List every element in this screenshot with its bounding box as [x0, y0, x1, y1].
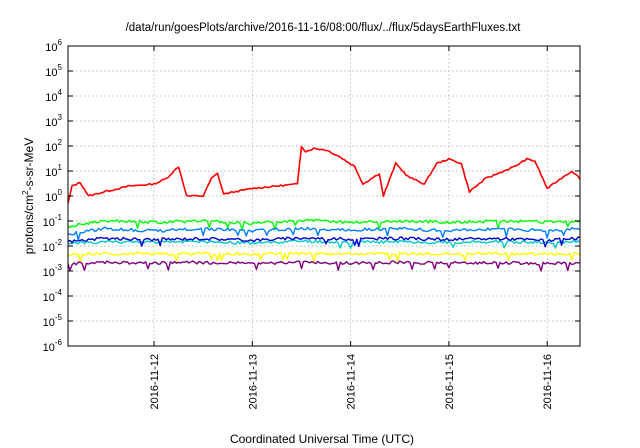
y-tick-base: 10 [45, 192, 57, 204]
y-tick-exponent: 6 [58, 38, 63, 47]
flux-series-line [67, 145, 581, 204]
y-tick-exponent: 0 [58, 188, 63, 197]
y-tick-base: 10 [43, 242, 55, 254]
flux-series-line [67, 226, 581, 241]
y-tick-base: 10 [45, 142, 57, 154]
flux-series-line [67, 236, 581, 248]
y-tick-label: 102 [45, 138, 62, 154]
y-tick-exponent: -4 [55, 288, 63, 297]
y-tick-base: 10 [45, 167, 57, 179]
y-tick-base: 10 [43, 317, 55, 329]
y-axis-label-rest: -s-sr-MeV [22, 138, 36, 191]
y-tick-base: 10 [43, 292, 55, 304]
y-tick-base: 10 [45, 117, 57, 129]
y-tick-base: 10 [45, 67, 57, 79]
y-tick-label: 10-4 [43, 288, 63, 304]
y-tick-base: 10 [43, 342, 55, 354]
y-tick-exponent: -3 [55, 263, 63, 272]
y-tick-label: 101 [45, 163, 62, 179]
x-axis-label: Coordinated Universal Time (UTC) [230, 432, 414, 446]
y-tick-base: 10 [43, 267, 55, 279]
x-tick-label: 2016-11-16 [542, 354, 554, 409]
chart-title: /data/run/goesPlots/archive/2016-11-16/0… [126, 22, 522, 34]
y-tick-base: 10 [45, 92, 57, 104]
x-tick-label: 2016-11-12 [149, 354, 161, 409]
y-tick-label: 10-6 [43, 338, 63, 354]
flux-series-line [67, 239, 581, 249]
y-axis-label: protons/cm2-s-sr-MeV [21, 138, 36, 254]
y-tick-label: 10-2 [43, 238, 63, 254]
x-axis: 2016-11-12 2016-11-13 2016-11-14 2016-11-15… [149, 46, 554, 409]
y-tick-exponent: -2 [55, 238, 63, 247]
x-tick-label: 2016-11-13 [247, 354, 259, 409]
x-tick-label: 2016-11-14 [346, 354, 358, 409]
y-tick-label: 105 [45, 63, 62, 79]
y-tick-exponent: 1 [58, 163, 63, 172]
y-axis: 10-610-510-410-310-210-11001011021031041… [43, 38, 580, 354]
x-tick-label: 2016-11-15 [444, 354, 456, 409]
y-tick-label: 100 [45, 188, 62, 204]
y-axis-label-main: protons/cm [22, 195, 36, 254]
y-axis-label-sup: 2 [21, 190, 30, 195]
y-tick-exponent: 5 [58, 63, 63, 72]
y-tick-base: 10 [45, 42, 57, 54]
y-tick-exponent: 4 [58, 88, 63, 97]
grid-layer [68, 46, 580, 346]
y-tick-exponent: 3 [58, 113, 63, 122]
y-tick-exponent: -1 [55, 213, 63, 222]
series-layer [67, 145, 581, 272]
y-tick-label: 10-5 [43, 313, 63, 329]
y-tick-label: 106 [45, 38, 62, 54]
y-tick-exponent: -5 [55, 313, 63, 322]
y-tick-label: 103 [45, 113, 62, 129]
y-tick-label: 104 [45, 88, 62, 104]
y-tick-exponent: 2 [58, 138, 63, 147]
y-tick-base: 10 [43, 217, 55, 229]
y-tick-label: 10-3 [43, 263, 63, 279]
flux-series-line [67, 218, 581, 231]
y-tick-label: 10-1 [43, 213, 63, 229]
flux-series-line [67, 260, 581, 272]
y-tick-exponent: -6 [55, 338, 63, 347]
flux-series-line [67, 251, 581, 263]
